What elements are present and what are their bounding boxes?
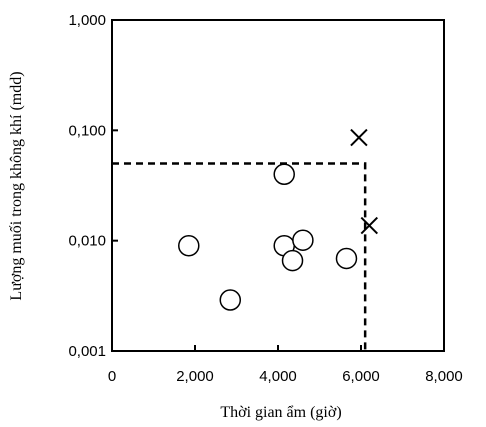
y-tick-label: 0,001 [68,343,106,360]
circle-data-point [179,236,199,256]
circle-data-point [274,164,294,184]
circle-data-point [283,251,303,271]
circle-data-point [336,248,356,268]
x-tick-label: 2,000 [176,368,214,385]
cross-data-point [361,218,377,234]
x-tick-label: 8,000 [425,368,463,385]
circle-data-point [220,290,240,310]
y-axis-title: Lượng muối trong không khí (mdd) [8,71,25,300]
y-tick-label: 0,100 [68,122,106,139]
x-tick-label: 4,000 [259,368,297,385]
y-tick-label: 0,010 [68,233,106,250]
cross-data-point [351,130,367,146]
y-tick-label: 1,000 [68,12,106,29]
x-axis-title: Thời gian ẩm (giờ) [220,404,341,421]
plot-area-frame [112,20,444,351]
x-tick-label: 6,000 [342,368,380,385]
threshold-dashed-line [112,164,365,351]
x-tick-label: 0 [108,368,116,385]
circle-data-point [293,230,313,250]
